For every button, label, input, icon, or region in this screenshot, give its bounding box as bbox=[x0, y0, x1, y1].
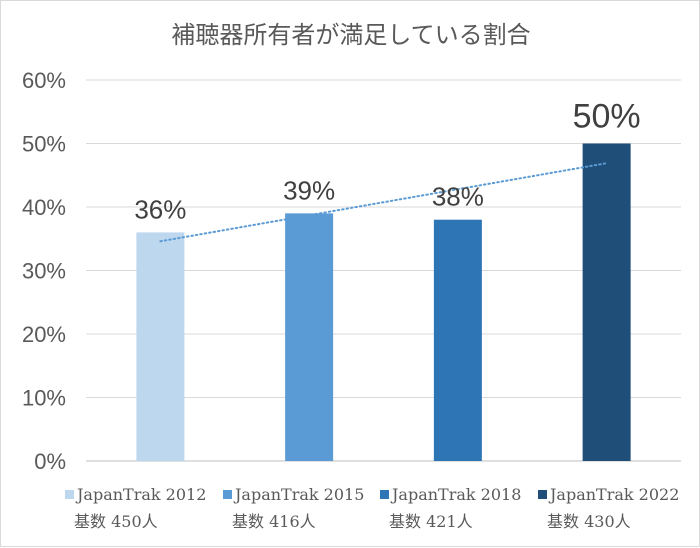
bar bbox=[285, 213, 334, 461]
legend-label: JapanTrak 2015 bbox=[233, 485, 364, 504]
gridlines bbox=[86, 79, 681, 462]
legend-label: JapanTrak 2012 bbox=[75, 485, 206, 504]
bar bbox=[136, 232, 185, 461]
y-tick-label: 30% bbox=[22, 259, 66, 284]
data-label: 50% bbox=[573, 98, 641, 136]
y-tick-label: 50% bbox=[22, 132, 66, 157]
legend-sublabel: 基数 430人 bbox=[547, 512, 631, 531]
y-tick-label: 10% bbox=[22, 386, 66, 411]
legend: JapanTrak 2012 基数 450人 JapanTrak 2015 基数 41… bbox=[65, 485, 679, 531]
legend-swatch bbox=[65, 490, 74, 499]
legend-label: JapanTrak 2022 bbox=[548, 485, 679, 504]
bar bbox=[433, 219, 482, 461]
y-tick-label: 20% bbox=[22, 322, 66, 347]
trendline-layer bbox=[159, 162, 608, 243]
data-labels: 36% 39% 38% 50% bbox=[134, 98, 640, 225]
legend-sublabel: 基数 416人 bbox=[232, 512, 316, 531]
y-tick-label: 40% bbox=[22, 195, 66, 220]
y-tick-label: 60% bbox=[22, 68, 66, 93]
legend-swatch bbox=[223, 490, 232, 499]
legend-sublabel: 基数 450人 bbox=[74, 512, 158, 531]
bars bbox=[136, 143, 631, 461]
legend-sublabel: 基数 421人 bbox=[389, 512, 473, 531]
legend-swatch bbox=[380, 490, 389, 499]
legend-swatch bbox=[538, 490, 547, 499]
legend-label: JapanTrak 2018 bbox=[390, 485, 521, 504]
chart-title: 補聴器所有者が満足している割合 bbox=[171, 21, 530, 49]
y-axis-ticks: 0% 10% 20% 30% 40% 50% 60% bbox=[22, 68, 66, 474]
trendline bbox=[159, 162, 608, 243]
data-label: 36% bbox=[134, 194, 186, 224]
bar bbox=[582, 143, 631, 461]
y-tick-label: 0% bbox=[34, 449, 66, 474]
data-label: 39% bbox=[283, 175, 335, 205]
data-label: 38% bbox=[432, 182, 484, 212]
